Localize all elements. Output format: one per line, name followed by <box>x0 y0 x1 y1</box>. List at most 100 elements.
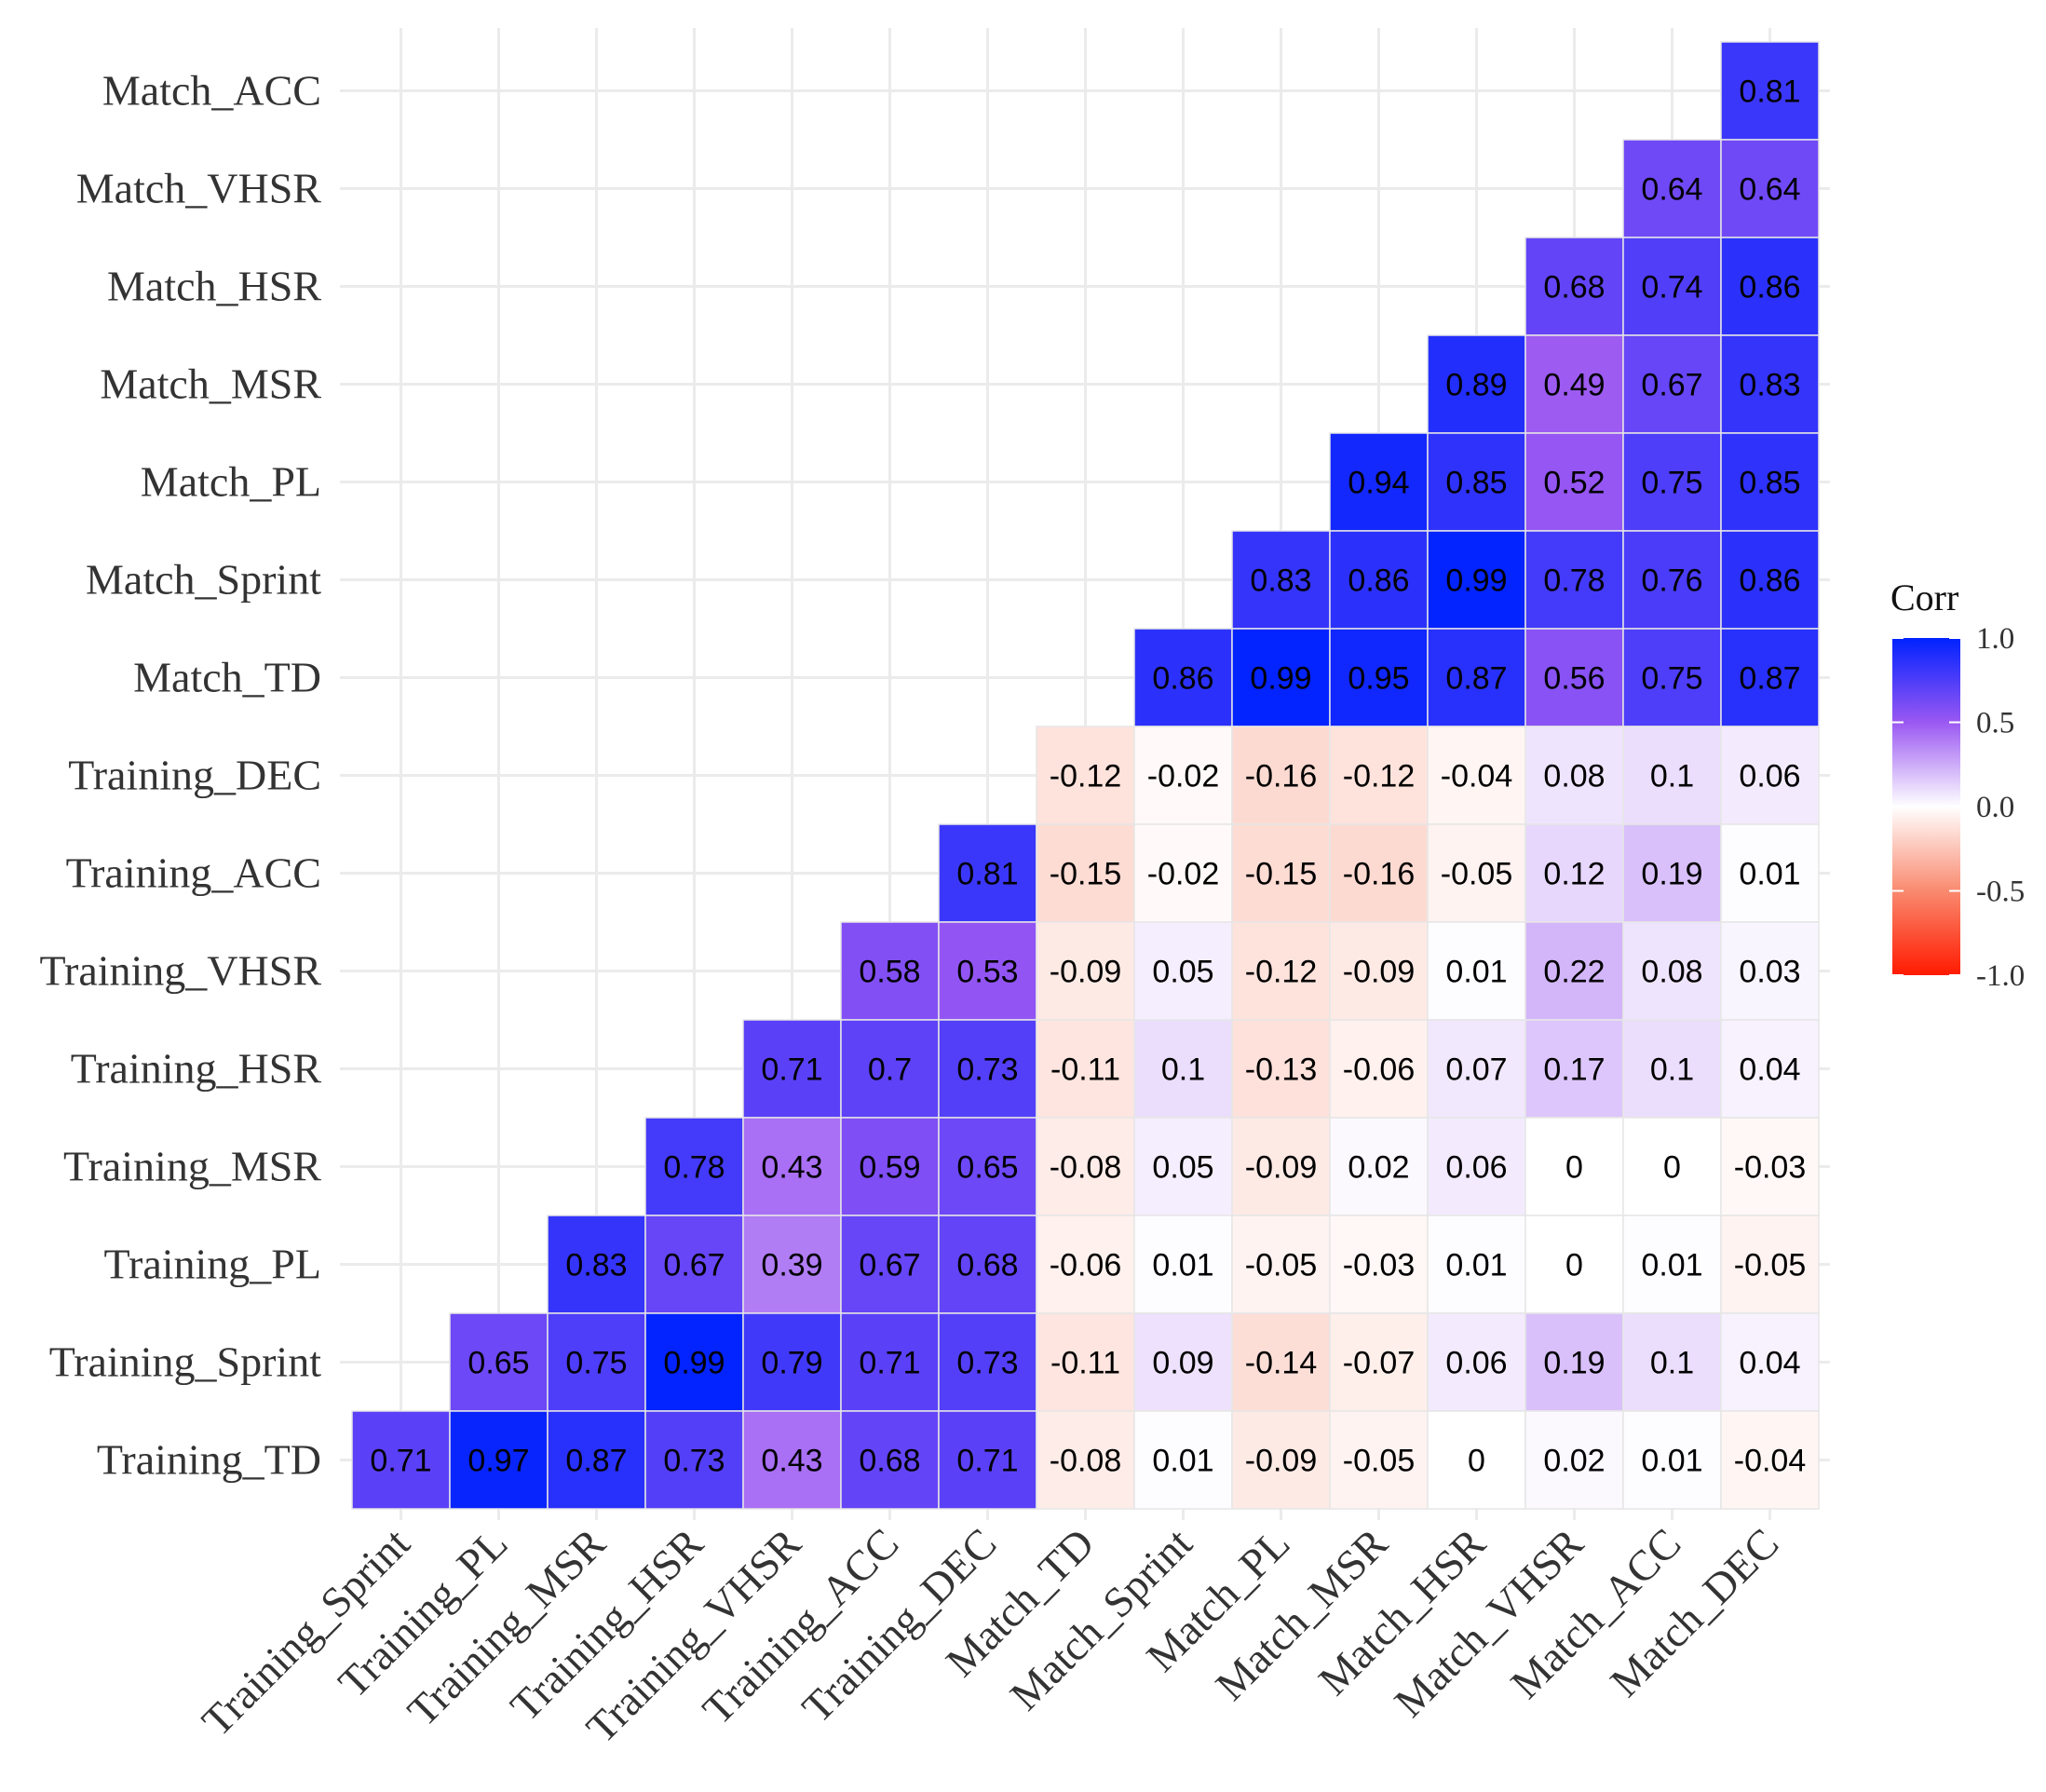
cell-value-label: 0.81 <box>1739 75 1800 110</box>
heatmap-cell <box>1231 921 1331 1021</box>
cell-value-label: 0.85 <box>1445 466 1507 501</box>
cell-value-label: 0.64 <box>1739 172 1800 208</box>
cell-value-label: 0.86 <box>1152 661 1213 697</box>
y-tick-label: Training_ACC <box>66 849 321 897</box>
heatmap-cell <box>1720 1410 1820 1510</box>
cell-value-label: 0.71 <box>859 1346 920 1381</box>
cell-value-label: 0.73 <box>956 1052 1018 1088</box>
cell-value-label: 0.85 <box>1739 466 1800 501</box>
cell-value-label: 0.43 <box>761 1150 822 1186</box>
cell-value-label: 0.06 <box>1739 759 1800 794</box>
cell-value-label: 0 <box>1565 1150 1583 1186</box>
heatmap-cell <box>1524 1215 1624 1314</box>
cell-value-label: 0.56 <box>1543 661 1605 697</box>
heatmap-cell <box>840 1215 940 1314</box>
heatmap-cell <box>1720 1117 1820 1216</box>
heatmap-cell <box>449 1410 549 1510</box>
heatmap-cell <box>1622 237 1722 336</box>
legend-tick-label: -1.0 <box>1976 959 2025 993</box>
heatmap-cell <box>1720 432 1820 532</box>
cell-value-label: 0.06 <box>1445 1150 1507 1186</box>
cell-value-label: -0.04 <box>1441 759 1513 794</box>
heatmap-cell <box>1231 1215 1331 1314</box>
cell-value-label: 0.01 <box>1152 1444 1213 1479</box>
heatmap-cell <box>1720 921 1820 1021</box>
cell-value-label: 0.99 <box>1250 661 1311 697</box>
cell-value-label: -0.05 <box>1343 1444 1416 1479</box>
legend-tick-label: 0.0 <box>1976 791 2014 824</box>
cell-value-label: 0.05 <box>1152 955 1213 990</box>
heatmap-cell <box>1524 334 1624 434</box>
y-axis-labels: Match_ACC Match_VHSR Match_HSR Match_MSR Mat… <box>40 67 322 1484</box>
heatmap-cell <box>1622 1019 1722 1119</box>
heatmap-cell <box>1427 1019 1526 1119</box>
cell-value-label: 0.89 <box>1445 368 1507 403</box>
cell-value-label: 0.01 <box>1641 1248 1702 1283</box>
heatmap-cell <box>1133 1410 1233 1510</box>
cell-value-label: -0.09 <box>1245 1444 1318 1479</box>
cell-value-label: -0.05 <box>1734 1248 1807 1283</box>
cell-value-label: 0.59 <box>859 1150 920 1186</box>
heatmap-cell <box>1133 1019 1233 1119</box>
cell-value-label: 0.94 <box>1348 466 1409 501</box>
heatmap-cell <box>1720 41 1820 141</box>
cell-value-label: 0.95 <box>1348 661 1409 697</box>
heatmap-cell <box>938 1410 1037 1510</box>
heatmap-cell <box>1329 823 1429 923</box>
heatmap-cell <box>1231 1117 1331 1216</box>
cell-value-label: 0.43 <box>761 1444 822 1479</box>
cell-value-label: 0.87 <box>565 1444 627 1479</box>
heatmap-cell <box>1133 921 1233 1021</box>
heatmap-cell <box>1524 530 1624 630</box>
cell-value-label: -0.11 <box>1050 1052 1120 1088</box>
cell-value-label: 0.68 <box>956 1248 1018 1283</box>
cell-value-label: 0.01 <box>1641 1444 1702 1479</box>
heatmap-cell <box>1427 530 1526 630</box>
y-tick-label: Match_Sprint <box>86 556 321 604</box>
heatmap-cell <box>644 1410 744 1510</box>
cell-value-label: 0.64 <box>1641 172 1702 208</box>
heatmap-cell <box>449 1312 549 1412</box>
heatmap-cell <box>1524 823 1624 923</box>
cell-value-label: -0.05 <box>1441 857 1513 892</box>
heatmap-cell <box>644 1117 744 1216</box>
heatmap-cell <box>1720 334 1820 434</box>
cell-value-label: 0.52 <box>1543 466 1605 501</box>
y-tick-label: Training_TD <box>97 1436 321 1484</box>
cell-value-label: 0.73 <box>663 1444 725 1479</box>
cell-value-label: 0.05 <box>1152 1150 1213 1186</box>
cell-value-label: 0.81 <box>956 857 1018 892</box>
heatmap-cells: 0.81 0.64 0.64 0.68 0.74 0.86 0.89 0.49 0.67 0.83… <box>351 41 1820 1510</box>
heatmap-cell <box>1720 823 1820 923</box>
heatmap-cell <box>1427 1215 1526 1314</box>
cell-value-label: 0.1 <box>1650 1346 1694 1381</box>
y-tick-label: Match_HSR <box>107 263 321 310</box>
cell-value-label: -0.04 <box>1734 1444 1807 1479</box>
cell-value-label: 0.75 <box>1641 661 1702 697</box>
cell-value-label: -0.13 <box>1245 1052 1318 1088</box>
cell-value-label: 0.86 <box>1348 563 1409 599</box>
y-tick-label: Training_MSR <box>63 1143 321 1190</box>
cell-value-label: -0.15 <box>1050 857 1122 892</box>
heatmap-cell <box>938 823 1037 923</box>
heatmap-cell <box>1720 1312 1820 1412</box>
heatmap-cell <box>1720 628 1820 727</box>
cell-value-label: 0.02 <box>1543 1444 1605 1479</box>
heatmap-cell <box>1427 823 1526 923</box>
cell-value-label: 0.73 <box>956 1346 1018 1381</box>
cell-value-label: -0.06 <box>1050 1248 1122 1283</box>
heatmap-cell <box>1133 1312 1233 1412</box>
cell-value-label: 0.75 <box>1641 466 1702 501</box>
legend-tick-label: -0.5 <box>1976 876 2025 909</box>
heatmap-cell <box>1036 1215 1135 1314</box>
cell-value-label: 0.83 <box>1739 368 1800 403</box>
heatmap-cell <box>742 1410 842 1510</box>
heatmap-cell <box>1329 530 1429 630</box>
heatmap-cell <box>1622 726 1722 825</box>
heatmap-cell <box>1720 1019 1820 1119</box>
legend-title: Corr <box>1890 577 1958 618</box>
heatmap-cell <box>1622 334 1722 434</box>
cell-value-label: 0.68 <box>1543 270 1605 305</box>
heatmap-cell <box>1622 921 1722 1021</box>
heatmap-cell <box>1427 628 1526 727</box>
